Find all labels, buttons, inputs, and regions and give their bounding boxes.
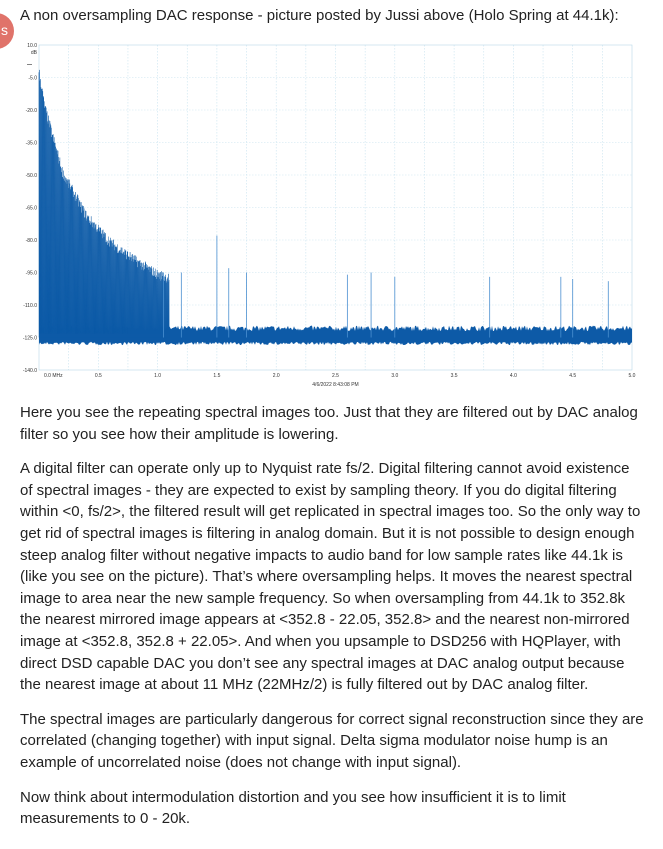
y-tick-label: -65.0 xyxy=(26,206,38,212)
x-tick-label: 2.5 xyxy=(332,373,339,379)
x-tick-label: 5.0 xyxy=(629,373,636,379)
x-tick-label: 1.0 xyxy=(154,373,161,379)
x-tick-label: 4.5 xyxy=(569,373,576,379)
noise-floor-band xyxy=(39,325,632,346)
spectrum-chart: 10.0 -5.0 -20.0 -35.0 -50.0 -65.0 -80.0 -95.0 -1… xyxy=(23,43,636,388)
low-frequency-response xyxy=(38,69,170,338)
y-tick-label: -140.0 xyxy=(23,368,37,374)
user-avatar[interactable]: s xyxy=(0,13,14,49)
y-tick-label: -20.0 xyxy=(26,108,38,114)
spectrum-figure[interactable]: 10.0 -5.0 -20.0 -35.0 -50.0 -65.0 -80.0 -95.0 -1… xyxy=(20,36,644,392)
x-tick-label: 1.5 xyxy=(213,373,220,379)
post-paragraph: A digital filter can operate only up to … xyxy=(20,460,641,694)
y-tick-label: -50.0 xyxy=(26,173,38,179)
y-tick-label: -35.0 xyxy=(26,141,38,147)
post-paragraph: Here you see the repeating spectral imag… xyxy=(20,404,638,443)
x-tick-label: 3.5 xyxy=(451,373,458,379)
avatar-letter: s xyxy=(1,22,8,38)
y-tick-label: 10.0 xyxy=(27,43,37,49)
post-intro-text: A non oversampling DAC response - pictur… xyxy=(20,7,619,24)
y-tick-label: -125.0 xyxy=(23,336,37,342)
post-body: Here you see the repeating spectral imag… xyxy=(20,402,644,843)
x-tick-label: 4.0 xyxy=(510,373,517,379)
y-tick-label: -110.0 xyxy=(23,303,37,309)
chart-timestamp: 4/6/2022 8:43:08 PM xyxy=(312,382,358,388)
y-tick-label: -80.0 xyxy=(26,238,38,244)
x-tick-label: 3.0 xyxy=(391,373,398,379)
post-paragraph: Now think about intermodulation distorti… xyxy=(20,788,566,828)
forum-post: A non oversampling DAC response - pictur… xyxy=(20,0,644,827)
post-paragraph: The spectral images are particularly dan… xyxy=(20,710,644,771)
y-tick-label: -95.0 xyxy=(26,271,38,277)
y-axis-unit-label: dB xyxy=(31,50,38,56)
y-tick-label: -5.0 xyxy=(28,76,37,82)
x-tick-label: 0.5 xyxy=(95,373,102,379)
x-tick-label: 2.0 xyxy=(273,373,280,379)
x-axis-origin-label: 0.0 MHz xyxy=(44,373,63,379)
